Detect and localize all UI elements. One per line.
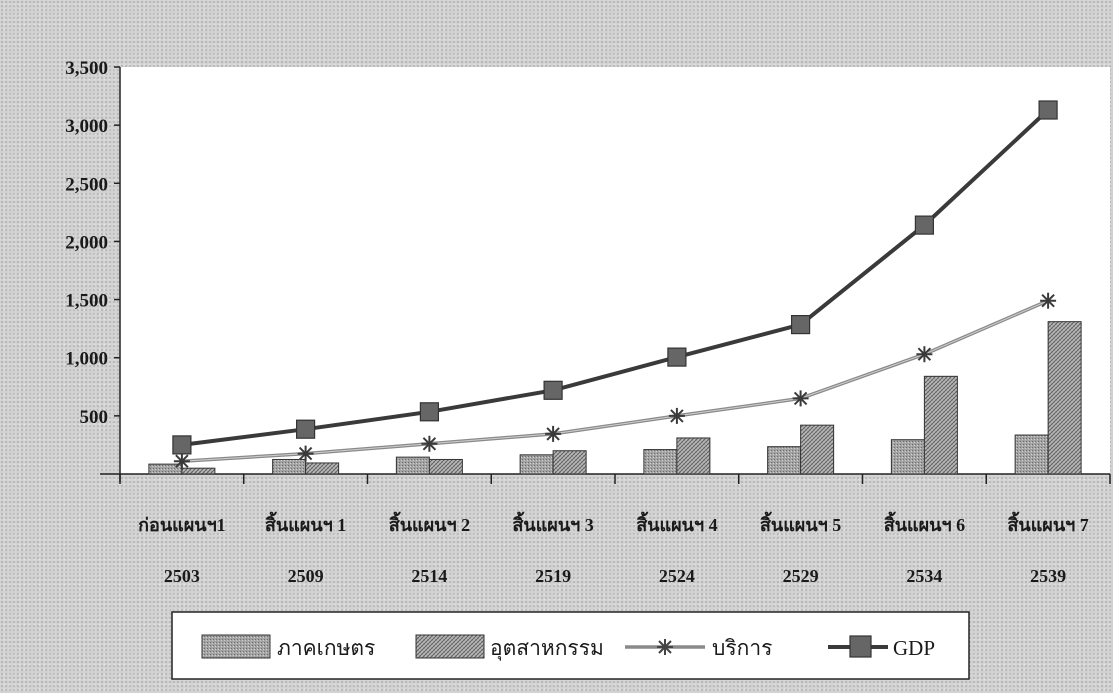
bar-industry — [428, 458, 463, 475]
point-gdp — [543, 380, 563, 400]
point-gdp — [296, 419, 316, 439]
line-series — [172, 100, 1058, 470]
bar-agri — [1014, 434, 1049, 475]
legend: ภาคเกษตร อุตสาหกรรม บริการ GDP — [171, 611, 970, 680]
y-tick-label: 2,500 — [65, 174, 108, 195]
category-year-label: 2539 — [1030, 566, 1066, 586]
legend-label-gdp: GDP — [893, 636, 935, 660]
legend-swatch-industry — [415, 634, 485, 659]
bar-industry — [181, 467, 216, 475]
point-gdp — [419, 402, 439, 422]
point-service — [668, 407, 685, 424]
legend-label-industry: อุตสาหกรรม — [490, 636, 604, 661]
point-gdp — [790, 315, 811, 335]
bar-industry — [800, 424, 835, 475]
point-service — [421, 435, 438, 452]
category-label: สิ้นแผนฯ 5 — [760, 511, 841, 535]
category-year-label: 2503 — [164, 566, 200, 586]
point-service — [297, 445, 314, 462]
point-service — [545, 425, 562, 442]
bar-series — [148, 321, 1082, 475]
category-year-label: 2514 — [411, 566, 447, 586]
plot-area — [120, 67, 1110, 474]
category-label: สิ้นแผนฯ 6 — [884, 511, 965, 535]
legend-swatch-agri — [201, 634, 271, 659]
bar-agri — [272, 458, 307, 475]
category-year-label: 2509 — [288, 566, 324, 586]
point-gdp — [172, 435, 192, 455]
bar-agri — [643, 449, 678, 475]
point-gdp — [914, 215, 935, 235]
y-axis: 3,500 3,000 2,500 2,000 1,500 1,000 500 — [65, 58, 121, 482]
point-gdp — [1038, 100, 1058, 120]
legend-label-agri: ภาคเกษตร — [277, 636, 375, 660]
category-label: สิ้นแผนฯ 1 — [265, 511, 346, 535]
legend-swatch-service — [625, 639, 705, 655]
point-service — [173, 453, 190, 470]
bar-agri — [519, 454, 554, 475]
category-label: สิ้นแผนฯ 2 — [389, 511, 470, 535]
bar-industry — [923, 375, 958, 475]
bar-industry — [676, 437, 711, 475]
point-gdp — [667, 347, 687, 367]
legend-label-service: บริการ — [712, 636, 772, 660]
category-year-label: 2529 — [783, 566, 819, 586]
category-label: สิ้นแผนฯ 4 — [636, 511, 717, 535]
y-tick-label: 3,000 — [65, 116, 108, 137]
category-labels: ก่อนแผนฯ1 2503 สิ้นแผนฯ 1 2509 สิ้นแผนฯ 2 251… — [138, 511, 1089, 586]
bar-agri — [890, 439, 925, 475]
category-label: สิ้นแผนฯ 7 — [1007, 511, 1088, 535]
point-service — [916, 346, 933, 363]
y-tick-label: 3,500 — [65, 58, 108, 79]
bar-industry — [305, 462, 340, 475]
category-year-label: 2524 — [659, 566, 695, 586]
bar-agri — [767, 446, 802, 475]
y-tick-label: 500 — [80, 407, 109, 428]
bar-industry — [552, 450, 587, 475]
y-tick-label: 2,000 — [65, 232, 108, 253]
y-tick-label: 1,000 — [65, 349, 108, 370]
category-year-label: 2534 — [906, 566, 942, 586]
line-service-highlight — [181, 300, 1049, 462]
bar-industry — [1047, 321, 1082, 475]
point-service — [792, 390, 809, 407]
category-year-label: 2519 — [535, 566, 571, 586]
line-gdp — [181, 108, 1050, 447]
bar-agri — [395, 456, 430, 475]
y-tick-label: 1,500 — [65, 291, 108, 312]
x-axis — [100, 473, 1111, 484]
category-label: ก่อนแผนฯ1 — [138, 515, 226, 535]
category-label: สิ้นแผนฯ 3 — [512, 511, 593, 535]
legend-swatch-gdp — [828, 635, 888, 658]
point-service — [1040, 292, 1057, 309]
